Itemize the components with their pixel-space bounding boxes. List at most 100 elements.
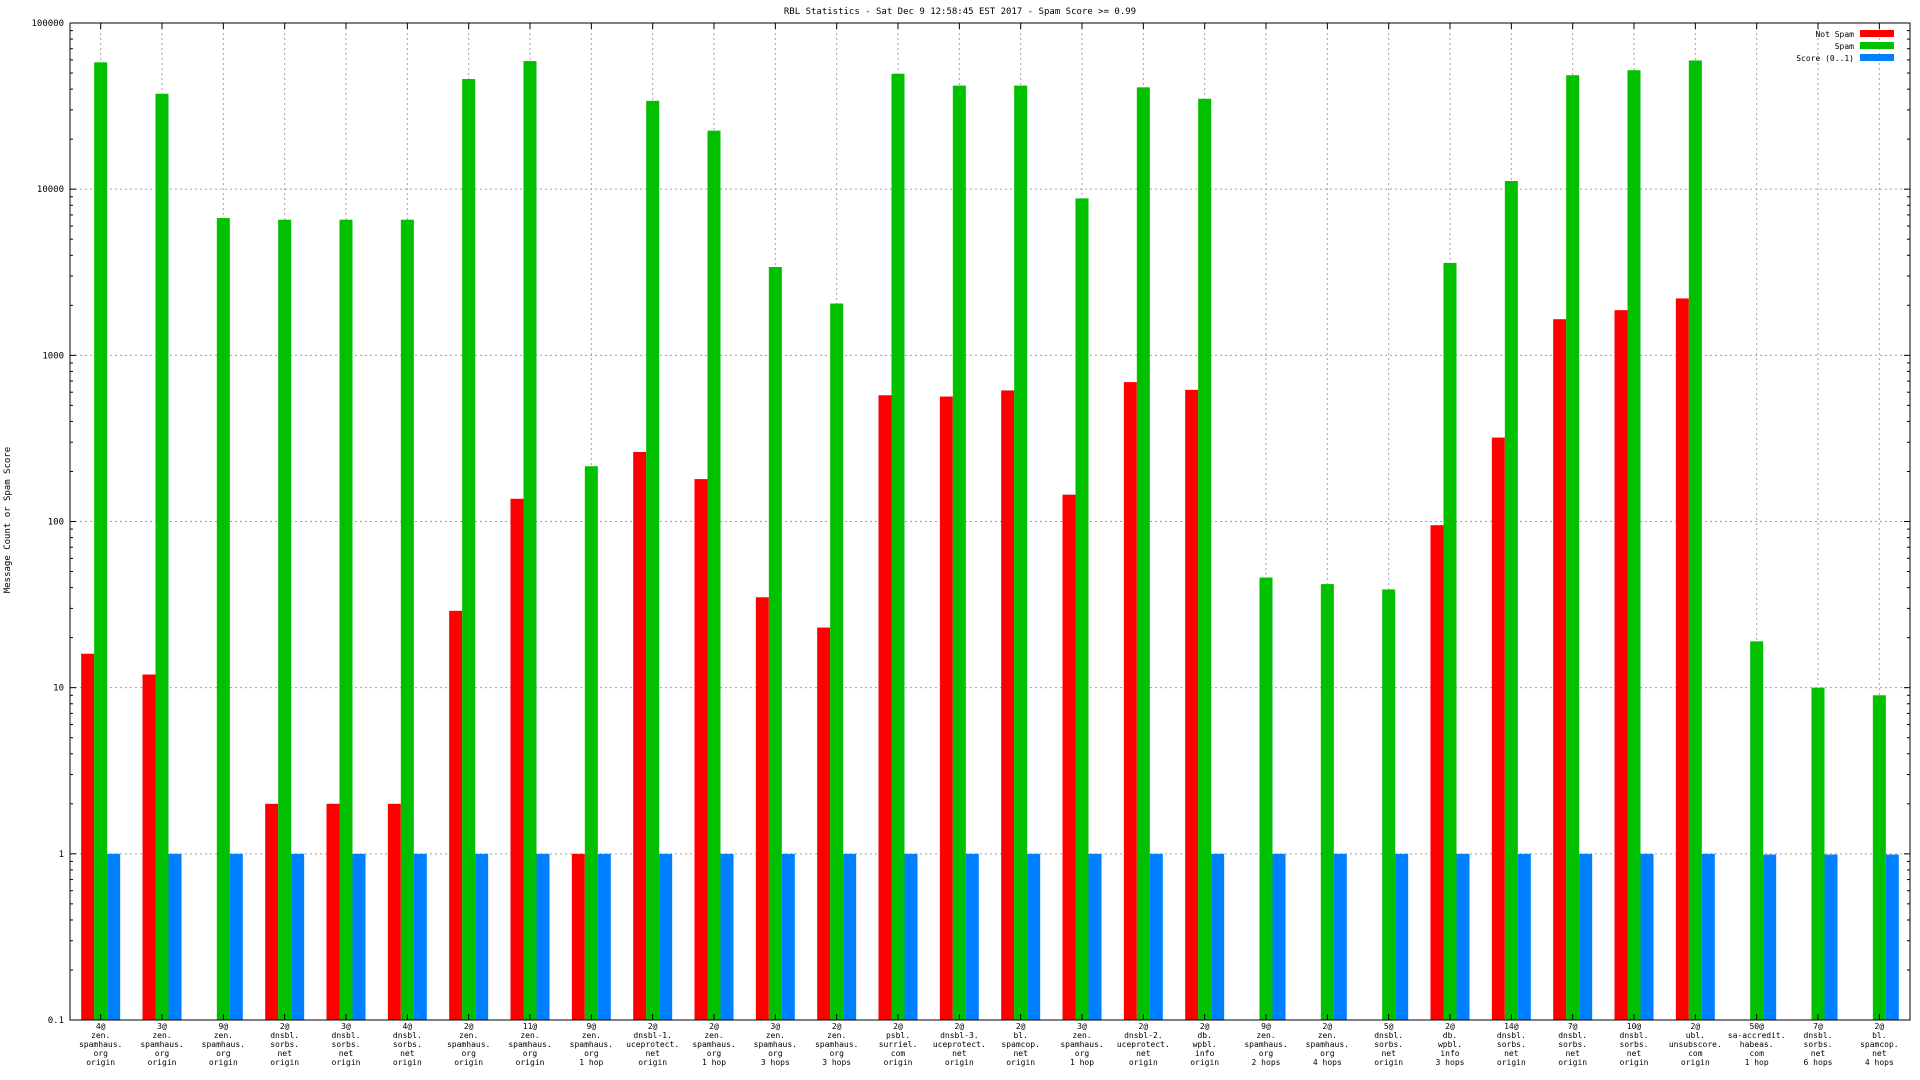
x-tick-label-line: 3@ (341, 1022, 351, 1031)
x-tick-label-line: 2@ (832, 1022, 842, 1031)
x-tick-label: 10@ dnsbl. sorbs. net origin (1620, 1022, 1649, 1067)
x-tick-label-line: net (1627, 1049, 1642, 1058)
x-tick-label-line: zen. (91, 1031, 110, 1040)
x-tick-label-line: 1 hop (579, 1058, 603, 1067)
bar-spam (952, 85, 966, 1021)
x-tick-label: 2@ bl. spamcop. net origin (1001, 1022, 1040, 1067)
bar-not-spam (755, 597, 769, 1020)
x-tick-label-line: zen. (152, 1031, 171, 1040)
bar-score-0-1 (659, 853, 673, 1020)
x-tick-label-line: org (155, 1049, 170, 1058)
x-tick-label-line: dnsbl-3. (940, 1031, 979, 1040)
bar-spam (400, 219, 414, 1020)
x-tick-label-line: dnsbl. (1497, 1031, 1526, 1040)
x-tick-label-line: org (829, 1049, 844, 1058)
bar-score-0-1 (1763, 854, 1777, 1020)
x-tick-label-line: dnsbl. (332, 1031, 361, 1040)
x-tick-label-line: net (277, 1049, 292, 1058)
x-tick-label-line: uceprotect. (933, 1040, 986, 1049)
x-tick-label: 50@ sa-accredit. habeas. com 1 hop (1728, 1022, 1786, 1067)
bar-score-0-1 (904, 853, 918, 1020)
x-tick-label-line: com (1749, 1049, 1764, 1058)
x-tick-label-line: spamhaus. (508, 1040, 551, 1049)
x-tick-label-line: net (645, 1049, 660, 1058)
bar-score-0-1 (291, 853, 305, 1020)
x-tick-label-line: 2@ (1139, 1022, 1149, 1031)
x-tick-label-line: 7@ (1813, 1022, 1823, 1031)
x-tick-label-line: 2@ (955, 1022, 965, 1031)
bar-spam (1136, 87, 1150, 1021)
x-tick-label-line: zen. (1318, 1031, 1337, 1040)
x-tick-label-line: origin (148, 1058, 177, 1067)
x-tick-label-line: dnsbl. (1374, 1031, 1403, 1040)
x-tick-label-line: spamhaus. (1244, 1040, 1287, 1049)
x-tick-label-line: 1 hop (1745, 1058, 1769, 1067)
x-tick-label: 3@ zen. spamhaus. org origin (140, 1022, 183, 1067)
bar-spam (1075, 198, 1089, 1021)
x-tick-label-line: spamcop. (1860, 1040, 1899, 1049)
bar-not-spam (1001, 390, 1015, 1020)
x-tick-label-line: 1 hop (1070, 1058, 1094, 1067)
x-tick-label-line: sorbs. (270, 1040, 299, 1049)
bar-score-0-1 (1517, 853, 1531, 1020)
x-tick-label-line: 5@ (1384, 1022, 1394, 1031)
x-tick-label: 3@ zen. spamhaus. org 1 hop (1060, 1022, 1103, 1067)
x-tick-label-line: net (1565, 1049, 1580, 1058)
bar-score-0-1 (1211, 853, 1225, 1020)
x-tick-label-line: sorbs. (393, 1040, 422, 1049)
bar-not-spam (1675, 298, 1689, 1021)
x-tick-label-line: psbl. (886, 1031, 910, 1040)
bar-score-0-1 (1333, 853, 1347, 1020)
x-tick-label-line: 2@ (1445, 1022, 1455, 1031)
bar-score-0-1 (413, 853, 427, 1020)
bar-score-0-1 (1885, 854, 1899, 1020)
x-tick-label-line: 3@ (1077, 1022, 1087, 1031)
x-tick-label-line: bl. (1872, 1031, 1886, 1040)
legend-label: Not Spam (1815, 30, 1854, 39)
x-tick-label-line: origin (1558, 1058, 1587, 1067)
x-tick-label-line: 2@ (1875, 1022, 1885, 1031)
bar-score-0-1 (781, 853, 795, 1020)
x-tick-label-line: com (1688, 1049, 1703, 1058)
bar-score-0-1 (843, 853, 857, 1020)
x-tick-label-line: 7@ (1568, 1022, 1578, 1031)
x-tick-label: 2@ zen. spamhaus. org origin (447, 1022, 490, 1067)
bar-score-0-1 (1088, 853, 1102, 1020)
x-tick-label: 2@ zen. spamhaus. org 3 hops (815, 1022, 858, 1067)
bar-not-spam (694, 479, 708, 1020)
x-tick-label-line: origin (1374, 1058, 1403, 1067)
x-tick-label: 2@ dnsbl-3. uceprotect. net origin (933, 1022, 986, 1067)
bar-score-0-1 (1640, 853, 1654, 1020)
x-tick-label-line: db. (1197, 1031, 1211, 1040)
x-tick-label-line: wpbl. (1438, 1040, 1462, 1049)
x-tick-label-line: ubl. (1686, 1031, 1705, 1040)
bar-score-0-1 (1701, 853, 1715, 1020)
x-tick-label: 2@ zen. spamhaus. org 4 hops (1306, 1022, 1349, 1067)
bar-not-spam (142, 674, 156, 1020)
x-tick-label-line: 11@ (523, 1022, 538, 1031)
y-tick-label: 10000 (37, 185, 64, 195)
x-tick-label-line: dnsbl. (1558, 1031, 1587, 1040)
x-tick-label-line: sorbs. (332, 1040, 361, 1049)
x-tick-label-line: spamhaus. (140, 1040, 183, 1049)
x-tick-label-line: dnsbl-1. (633, 1031, 672, 1040)
x-tick-label-line: origin (270, 1058, 299, 1067)
x-tick-label-line: dnsbl-2. (1124, 1031, 1163, 1040)
x-tick-label-line: 2@ (1323, 1022, 1333, 1031)
x-tick-label-line: origin (945, 1058, 974, 1067)
x-tick-label-line: dnsbl. (1804, 1031, 1833, 1040)
x-tick-label-line: wpbl. (1193, 1040, 1217, 1049)
bar-spam (1320, 584, 1334, 1020)
y-tick-label: 1000 (42, 351, 64, 361)
x-tick-label-line: bl. (1013, 1031, 1027, 1040)
x-tick-label: 2@ zen. spamhaus. org 1 hop (692, 1022, 735, 1067)
x-tick-label: 3@ zen. spamhaus. org 3 hops (754, 1022, 797, 1067)
bar-not-spam (510, 498, 524, 1020)
x-tick-label-line: origin (393, 1058, 422, 1067)
bar-not-spam (878, 395, 892, 1020)
x-tick-label-line: 2 hops (1252, 1058, 1281, 1067)
x-tick-label: 11@ zen. spamhaus. org origin (508, 1022, 551, 1067)
bar-score-0-1 (352, 853, 366, 1020)
x-tick-label-line: zen. (766, 1031, 785, 1040)
